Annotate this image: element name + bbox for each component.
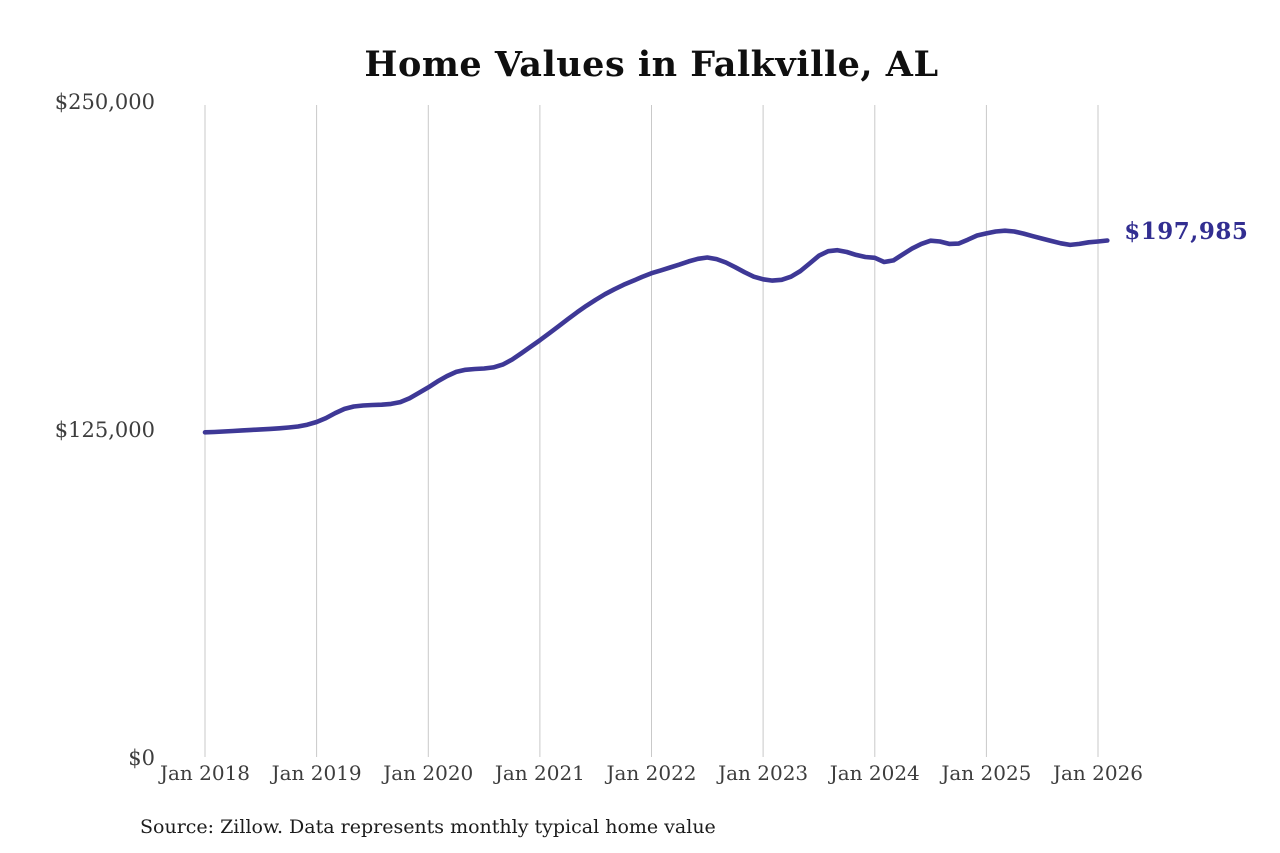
source-note: Source: Zillow. Data represents monthly … xyxy=(140,816,716,838)
x-tick-label: Jan 2018 xyxy=(159,761,251,785)
x-tick-label: Jan 2019 xyxy=(271,761,362,785)
x-tick-label: Jan 2024 xyxy=(829,761,920,785)
x-tick-label: Jan 2020 xyxy=(383,761,474,785)
y-tick-label: $250,000 xyxy=(54,90,155,114)
x-tick-label: Jan 2025 xyxy=(941,761,1032,785)
home-value-line xyxy=(202,228,1110,435)
x-tick-label: Jan 2023 xyxy=(718,761,809,785)
y-tick-label: $125,000 xyxy=(54,418,155,442)
x-tick-label: Jan 2022 xyxy=(606,761,697,785)
y-tick-label: $0 xyxy=(128,746,155,770)
x-tick-label: Jan 2026 xyxy=(1052,761,1144,785)
x-tick-label: Jan 2021 xyxy=(494,761,585,785)
current-value-label: $197,985 xyxy=(1124,218,1249,246)
chart-title: Home Values in Falkville, AL xyxy=(364,44,939,85)
